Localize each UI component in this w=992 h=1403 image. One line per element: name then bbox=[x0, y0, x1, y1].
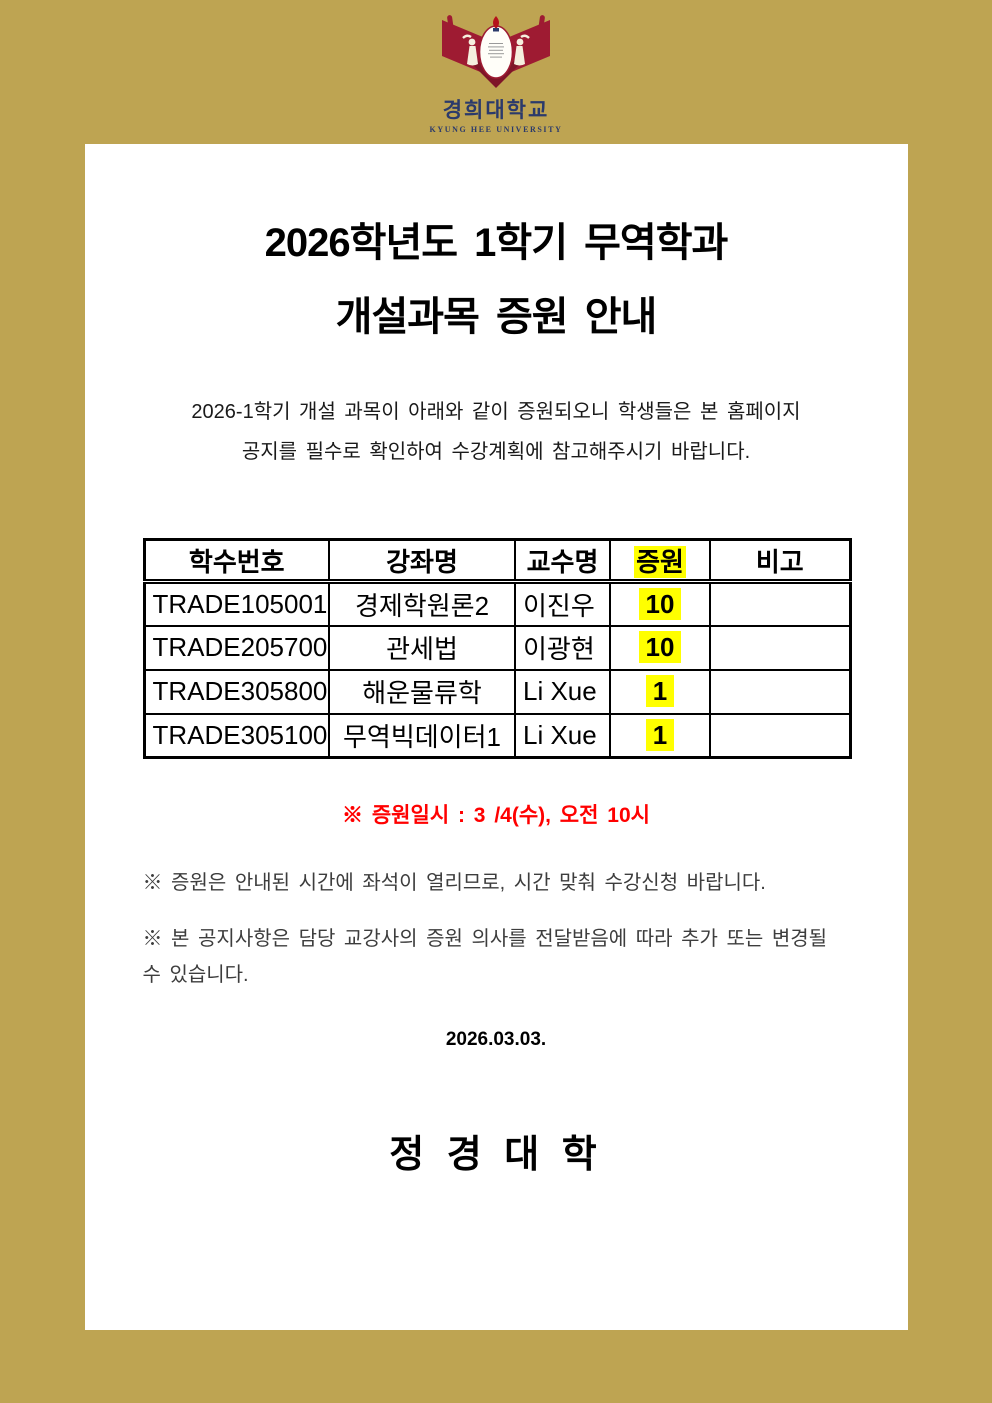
course-code: TRADE205700 bbox=[143, 624, 330, 671]
document-date: 2026.03.03. bbox=[445, 1029, 547, 1050]
course-code: TRADE305100 bbox=[143, 712, 330, 759]
issuing-college-signature: 정 경 대 학 bbox=[389, 1134, 603, 1176]
table-row: TRADE305100 무역빅데이터1 Li Xue 1 bbox=[143, 712, 851, 759]
remarks-cell bbox=[709, 580, 851, 627]
title-line-1: 2026학년도 1학기 무역학과 bbox=[264, 221, 729, 265]
course-code: TRADE305800 bbox=[143, 668, 330, 715]
university-logo: 경희대학교 KYUNG HEE UNIVERSITY bbox=[0, 0, 992, 134]
increase-highlight: 10 bbox=[638, 587, 682, 620]
intro-line-1: 2026-1학기 개설 과목이 아래와 같이 증원되오니 학생들은 본 홈페이지 bbox=[191, 401, 801, 423]
increase-highlight: 1 bbox=[645, 718, 675, 751]
course-name: 해운물류학 bbox=[328, 668, 516, 715]
increase-header-highlight: 증원 bbox=[634, 545, 686, 578]
course-increase-table: 학수번호 강좌명 교수명 증원 비고 TRADE105001 경제학원론2 이진… bbox=[142, 538, 852, 759]
remarks-cell bbox=[709, 668, 851, 715]
note-seat-opening: ※ 증원은 안내된 시간에 좌석이 열리므로, 시간 맞춰 수강신청 바랍니다. bbox=[142, 872, 766, 894]
remarks-cell bbox=[709, 624, 851, 671]
university-emblem-icon bbox=[442, 15, 550, 88]
table-row: TRADE105001 경제학원론2 이진우 10 bbox=[143, 580, 851, 627]
col-header-course-name: 강좌명 bbox=[328, 538, 516, 584]
increase-count: 10 bbox=[609, 580, 711, 627]
title-line-2: 개설과목 증원 안내 bbox=[335, 295, 658, 339]
professor-name: 이진우 bbox=[514, 580, 611, 627]
professor-name: Li Xue bbox=[514, 668, 611, 715]
course-name: 경제학원론2 bbox=[328, 580, 516, 627]
university-name-english: KYUNG HEE UNIVERSITY bbox=[429, 125, 563, 134]
course-name: 관세법 bbox=[328, 624, 516, 671]
professor-name: 이광현 bbox=[514, 624, 611, 671]
col-header-professor: 교수명 bbox=[514, 538, 611, 584]
note-subject-to-change: ※ 본 공지사항은 담당 교강사의 증원 의사를 전달받음에 따라 추가 또는 … bbox=[142, 928, 828, 986]
course-name: 무역빅데이터1 bbox=[328, 712, 516, 759]
professor-name: Li Xue bbox=[514, 712, 611, 759]
university-name-korean: 경희대학교 bbox=[442, 99, 550, 122]
increase-count: 1 bbox=[609, 712, 711, 759]
increase-count: 1 bbox=[609, 668, 711, 715]
increase-highlight: 10 bbox=[638, 631, 682, 663]
remarks-cell bbox=[709, 712, 851, 759]
col-header-increase: 증원 bbox=[609, 538, 711, 584]
course-code: TRADE105001 bbox=[143, 580, 330, 627]
increase-highlight: 1 bbox=[645, 675, 675, 707]
table-row: TRADE305800 해운물류학 Li Xue 1 bbox=[143, 668, 851, 715]
increase-count: 10 bbox=[609, 624, 711, 671]
col-header-remarks: 비고 bbox=[709, 538, 851, 584]
announcement-document: 2026학년도 1학기 무역학과 개설과목 증원 안내 2026-1학기 개설 … bbox=[84, 144, 908, 1330]
table-row: TRADE205700 관세법 이광현 10 bbox=[143, 624, 851, 671]
intro-paragraph: 2026-1학기 개설 과목이 아래와 같이 증원되오니 학생들은 본 홈페이지… bbox=[143, 392, 850, 472]
table-header-row: 학수번호 강좌명 교수명 증원 비고 bbox=[143, 538, 851, 584]
col-header-course-code: 학수번호 bbox=[143, 538, 330, 584]
schedule-notice: ※ 증원일시 : 3 /4(수), 오전 10시 bbox=[342, 804, 650, 827]
intro-line-2: 공지를 필수로 확인하여 수강계획에 참고해주시기 바랍니다. bbox=[241, 441, 751, 463]
page-title: 2026학년도 1학기 무역학과 개설과목 증원 안내 bbox=[143, 206, 850, 354]
